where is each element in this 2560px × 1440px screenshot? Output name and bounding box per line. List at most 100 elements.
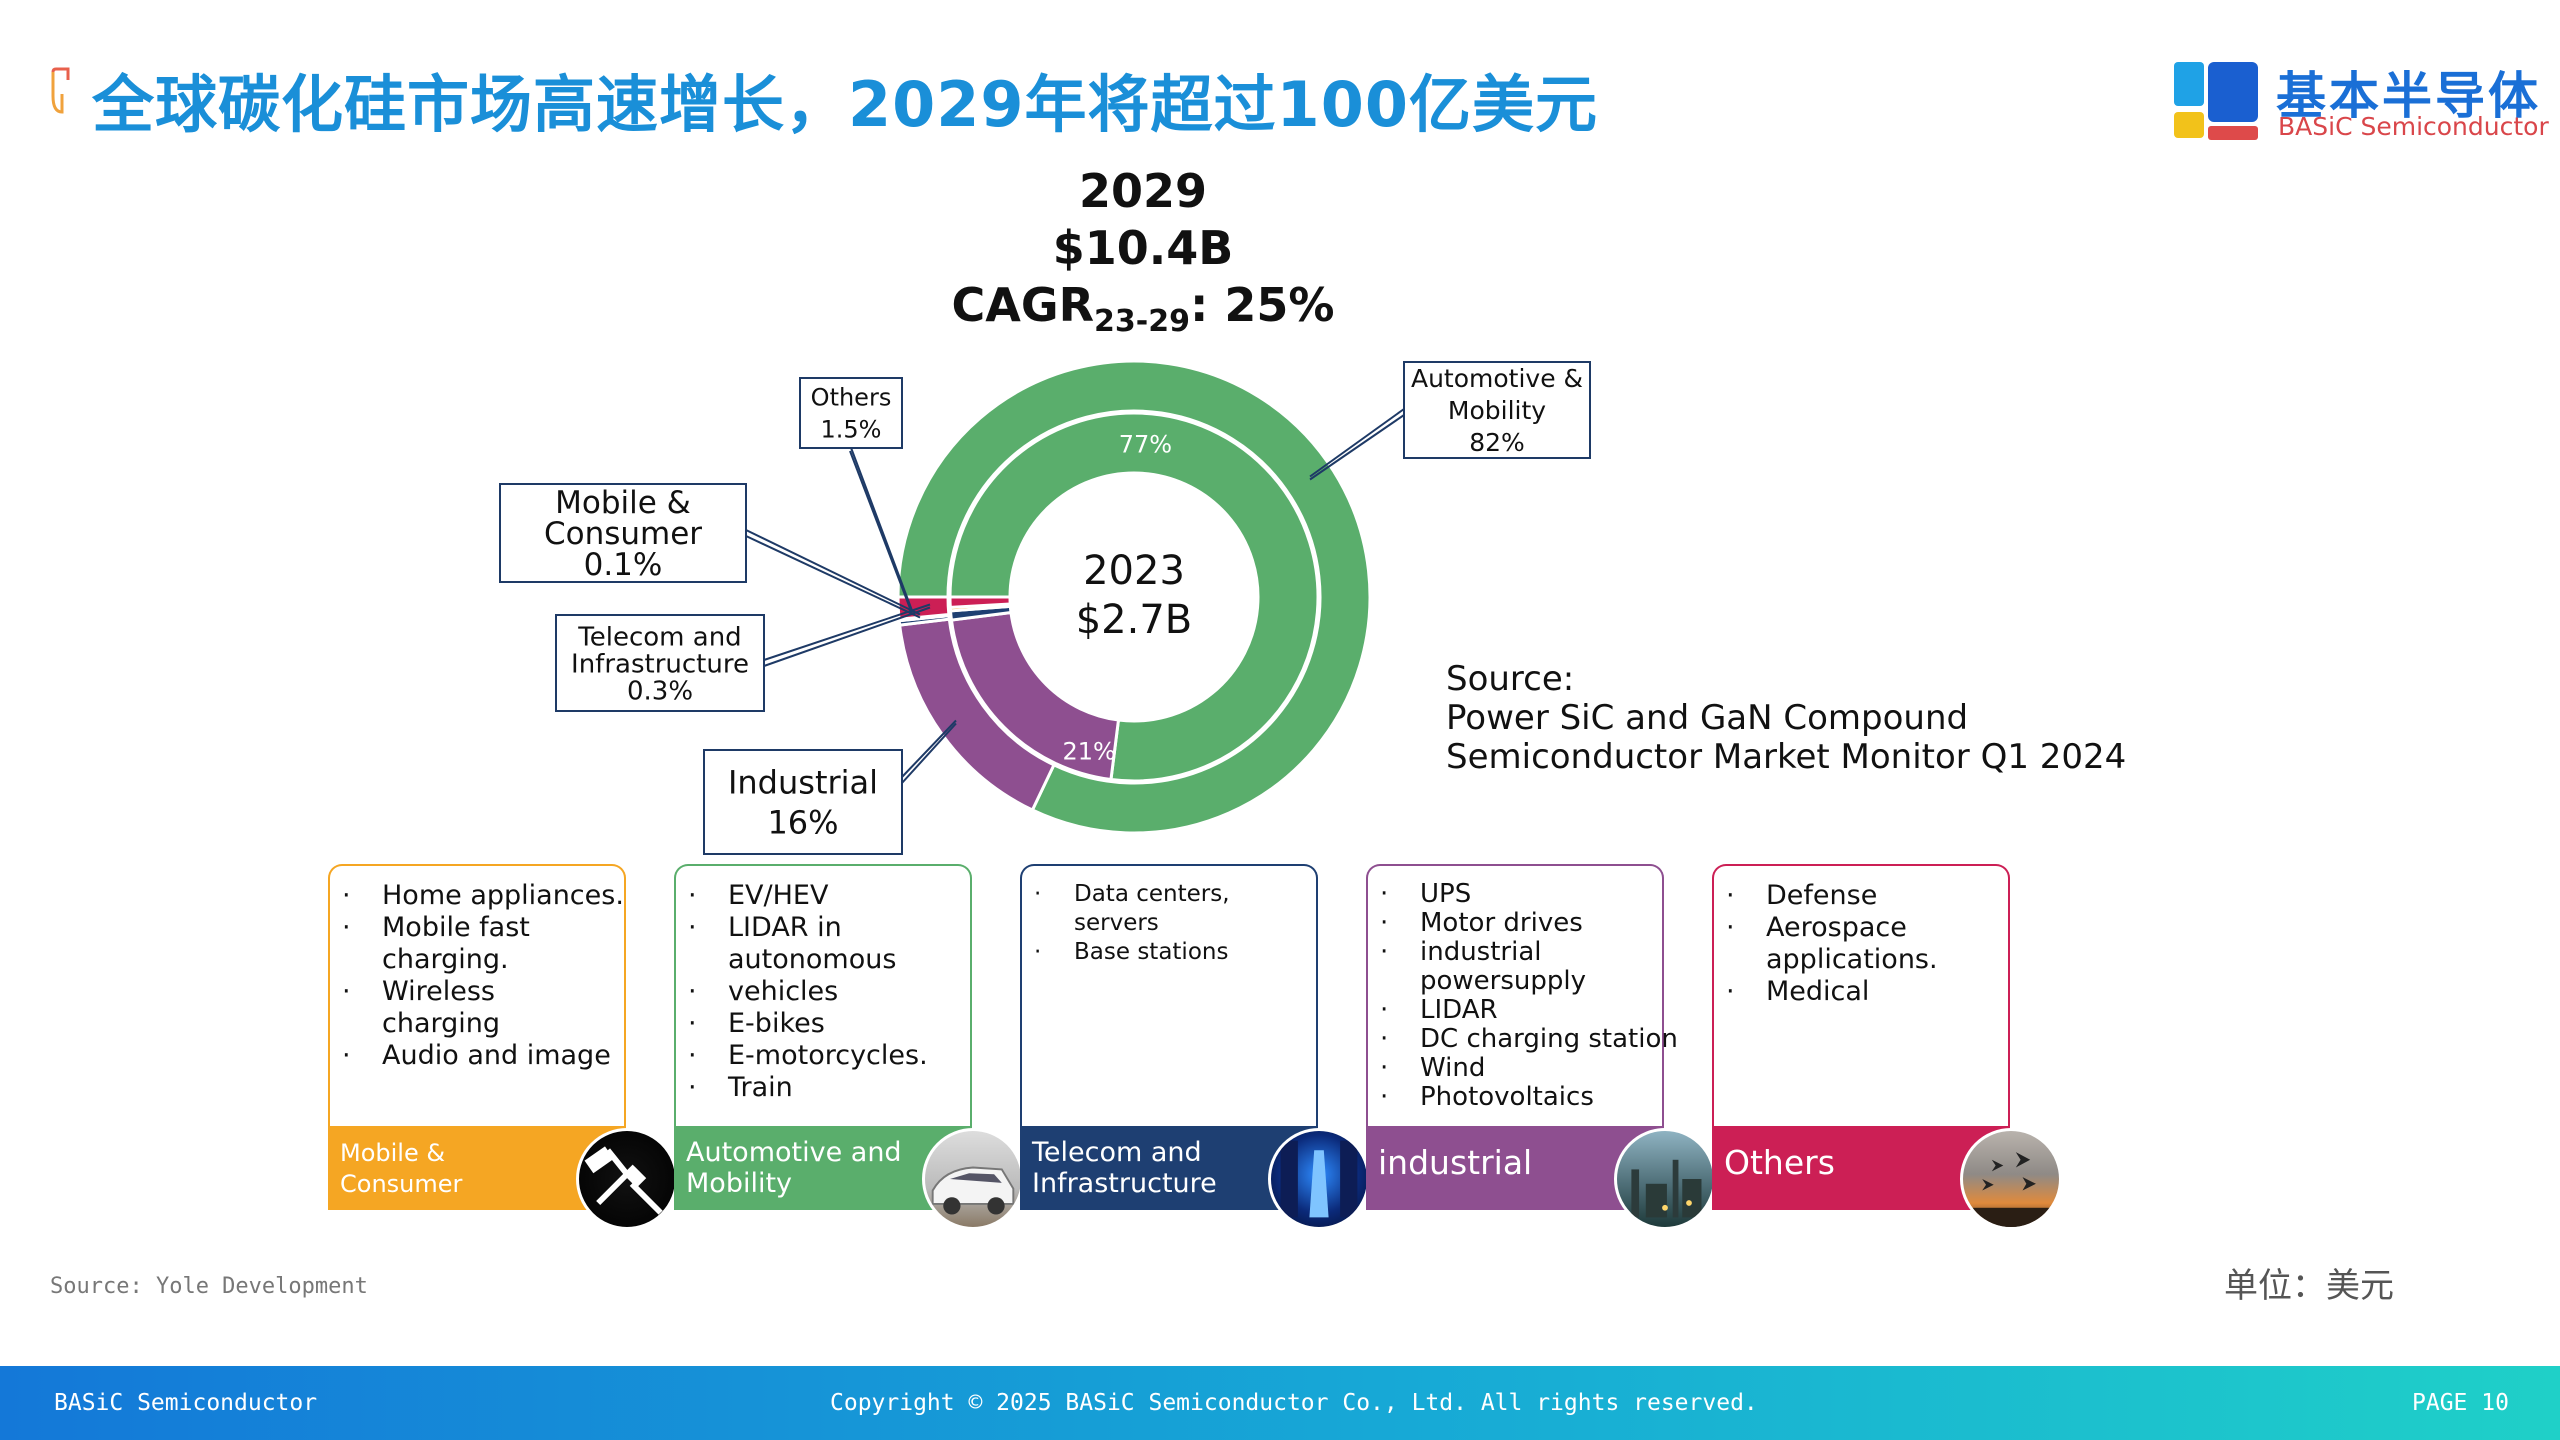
- callout-text: 0.3%: [627, 676, 693, 706]
- segment-percent-label: 21%: [1062, 738, 1115, 766]
- card-application-item: vehicles: [688, 976, 964, 1008]
- card-application-item: EV/HEV: [688, 880, 964, 912]
- callout-text: Telecom and: [577, 622, 741, 652]
- card-application-item: industrial: [1380, 938, 1656, 968]
- source-line: Semiconductor Market Monitor Q1 2024: [1446, 737, 2127, 777]
- callout-leader-line: [763, 603, 931, 661]
- headline-year: 2029: [1078, 164, 1208, 218]
- card-application-item: LIDAR in: [688, 912, 964, 944]
- callout-text: Consumer: [544, 516, 702, 552]
- card-category-label: Infrastructure: [1032, 1168, 1217, 1199]
- card-application-list: EV/HEVLIDAR inautonomousvehiclesE-bikesE…: [688, 880, 964, 1104]
- card-body: Data centers,serversBase stations: [1020, 864, 1318, 1128]
- title-accent-icon: [51, 67, 70, 114]
- card-application-item: Home appliances.: [342, 880, 624, 912]
- card-application-item: applications.: [1766, 944, 1938, 975]
- callout-leader-line: [1309, 414, 1405, 481]
- footer-page-number: PAGE 10: [2412, 1390, 2509, 1416]
- callout-leader-line: [745, 535, 921, 619]
- card-body: UPSMotor drivesindustrialpowersupplyLIDA…: [1366, 864, 1678, 1128]
- card-application-list: Data centers,serversBase stations: [1034, 880, 1310, 967]
- card-application-item: Photovoltaics: [1380, 1083, 1656, 1113]
- card-application-item: Motor drives: [1380, 909, 1656, 939]
- callout-text: Mobility: [1448, 396, 1546, 425]
- chart-source: Source: Power SiC and GaN Compound Semic…: [1446, 660, 2126, 777]
- card-application-list: Home appliances.Mobile fastcharging.Wire…: [342, 880, 624, 1072]
- footer-company: BASiC Semiconductor: [54, 1390, 318, 1416]
- card-application-item: Medical: [1726, 976, 2002, 1008]
- cagr-value: : 25%: [1189, 278, 1335, 332]
- jets-icon: [1960, 1128, 2062, 1230]
- callout-text: Infrastructure: [571, 649, 749, 679]
- segment-percent-label: 77%: [1119, 430, 1172, 458]
- card-category-label: Others: [1724, 1143, 1835, 1182]
- card-application-item: Base stations: [1034, 938, 1310, 967]
- callout-text: 16%: [767, 804, 838, 842]
- headline-cagr: CAGR23-29: 25%: [893, 278, 1393, 339]
- inner-ring-2023: 77% 21%: [948, 411, 1320, 783]
- callout-leader-line: [763, 606, 931, 667]
- card-category-label: industrial: [1378, 1143, 1533, 1182]
- inner-ring-segment: [948, 595, 1012, 609]
- card-application-item: Train: [688, 1072, 964, 1104]
- callout-text: 1.5%: [821, 416, 882, 444]
- inner-ring-segment: [948, 411, 1320, 783]
- card-application-item: powersupply: [1420, 966, 1587, 996]
- callout-leader-line: [901, 722, 957, 784]
- callout-leader-line: [849, 444, 913, 611]
- logo-english-name: BASiC Semiconductor: [2278, 112, 2549, 141]
- car-icon: [922, 1128, 1024, 1230]
- card-application-item: Wireless: [342, 976, 618, 1008]
- callout-box: [799, 377, 903, 449]
- logo-chinese-name: 基本半导体: [2276, 67, 2541, 125]
- callout-text: Automotive &: [1411, 364, 1583, 393]
- card-application-list: UPSMotor drivesindustrialpowersupplyLIDA…: [1380, 880, 1678, 1113]
- callout-leader-line: [745, 529, 921, 616]
- page-title: 全球碳化硅市场高速增长，2029年将超过100亿美元: [92, 68, 1598, 141]
- card-application-item: Data centers,: [1034, 880, 1310, 909]
- callout-leader-line: [1309, 408, 1405, 478]
- footer-copyright: Copyright © 2025 BASiC Semiconductor Co.…: [830, 1390, 1758, 1416]
- card-category-label: Automotive and: [686, 1137, 902, 1168]
- callout-text: Mobile &: [555, 485, 691, 521]
- source-heading: Source:: [1446, 659, 1575, 699]
- segment-card-automotive: EV/HEVLIDAR inautonomousvehiclesE-bikesE…: [674, 864, 1024, 1230]
- server-room-icon: [1268, 1128, 1370, 1230]
- segment-card-others: DefenseAerospaceapplications.Medical Othe…: [1712, 864, 2062, 1230]
- callout-text: Others: [811, 384, 892, 412]
- card-body: EV/HEVLIDAR inautonomousvehiclesE-bikesE…: [674, 864, 972, 1128]
- card-application-item: UPS: [1380, 880, 1656, 910]
- card-application-item: autonomous: [728, 944, 897, 975]
- headline-market-size: $10.4B: [1052, 221, 1234, 275]
- card-application-item: Wind: [1380, 1054, 1656, 1084]
- callout-text: Industrial: [728, 764, 878, 802]
- segment-card-mobile: Home appliances.Mobile fastcharging.Wire…: [328, 864, 678, 1230]
- footer-bar: BASiC Semiconductor Copyright © 2025 BAS…: [0, 1366, 2560, 1440]
- callout-leader-line: [849, 450, 913, 614]
- callout-box: [555, 614, 765, 712]
- card-application-item: Mobile fast: [342, 912, 618, 944]
- card-category-label: Mobility: [686, 1168, 793, 1199]
- card-application-item: Audio and image: [342, 1040, 618, 1072]
- source-line: Power SiC and GaN Compound: [1446, 698, 1969, 738]
- card-application-item: Aerospace: [1726, 912, 2002, 944]
- center-value: $2.7B: [1076, 597, 1193, 643]
- callout-box: [1403, 361, 1591, 459]
- card-application-item: servers: [1074, 910, 1159, 936]
- unit-label: 单位：美元: [2224, 1266, 2394, 1306]
- cagr-period: 23-29: [1094, 304, 1190, 340]
- segment-card-industrial: UPSMotor drivesindustrialpowersupplyLIDA…: [1366, 864, 1716, 1230]
- callout-text: 0.1%: [584, 547, 663, 583]
- card-application-item: charging.: [382, 944, 509, 975]
- card-application-item: Defense: [1726, 880, 2002, 912]
- card-category-band: Automotive and Mobility: [674, 1126, 972, 1210]
- factory-icon: [1614, 1128, 1716, 1230]
- segment-card-telecom: Data centers,serversBase stations Telecom…: [1020, 864, 1370, 1230]
- charger-cable-icon: [576, 1128, 678, 1230]
- callout-box: [499, 483, 747, 583]
- callout-box: [703, 749, 903, 855]
- footnote-source: Source: Yole Development: [50, 1274, 368, 1299]
- card-body: Home appliances.Mobile fastcharging.Wire…: [328, 864, 626, 1128]
- card-category-label: Consumer: [340, 1170, 463, 1198]
